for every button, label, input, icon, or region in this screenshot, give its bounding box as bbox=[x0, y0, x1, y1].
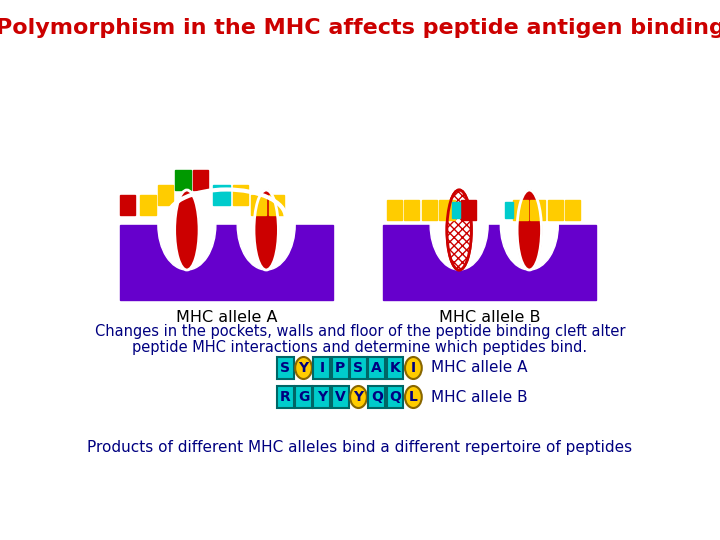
Text: S: S bbox=[280, 361, 290, 375]
FancyBboxPatch shape bbox=[350, 357, 367, 379]
Text: MHC allele B: MHC allele B bbox=[431, 389, 528, 404]
FancyBboxPatch shape bbox=[369, 357, 385, 379]
Text: MHC allele B: MHC allele B bbox=[439, 310, 541, 325]
Text: Changes in the pockets, walls and floor of the peptide binding cleft alter: Changes in the pockets, walls and floor … bbox=[95, 324, 625, 339]
Text: G: G bbox=[298, 390, 310, 404]
Text: Q: Q bbox=[389, 390, 401, 404]
Bar bbox=[404, 200, 420, 220]
Bar bbox=[120, 195, 135, 215]
Bar bbox=[387, 200, 402, 220]
Bar bbox=[120, 225, 333, 300]
FancyBboxPatch shape bbox=[369, 386, 385, 408]
Text: Y: Y bbox=[317, 390, 327, 404]
Text: Q: Q bbox=[371, 390, 383, 404]
Text: R: R bbox=[280, 390, 291, 404]
Bar bbox=[158, 185, 173, 205]
Bar bbox=[233, 185, 248, 205]
Ellipse shape bbox=[175, 190, 199, 270]
Text: Y: Y bbox=[354, 390, 364, 404]
Text: P: P bbox=[335, 361, 346, 375]
Ellipse shape bbox=[447, 190, 472, 270]
Ellipse shape bbox=[500, 180, 558, 270]
Text: I: I bbox=[319, 361, 325, 375]
Text: L: L bbox=[409, 390, 418, 404]
Text: I: I bbox=[411, 361, 416, 375]
FancyBboxPatch shape bbox=[277, 357, 294, 379]
Ellipse shape bbox=[350, 386, 367, 408]
FancyBboxPatch shape bbox=[313, 386, 330, 408]
Text: K: K bbox=[390, 361, 400, 375]
Bar bbox=[193, 170, 208, 190]
Bar bbox=[213, 185, 230, 205]
Text: MHC allele A: MHC allele A bbox=[176, 310, 277, 325]
Bar bbox=[176, 170, 191, 190]
FancyBboxPatch shape bbox=[313, 357, 330, 379]
Bar bbox=[439, 200, 454, 220]
Text: peptide MHC interactions and determine which peptides bind.: peptide MHC interactions and determine w… bbox=[132, 340, 588, 355]
Bar bbox=[565, 200, 580, 220]
Bar bbox=[452, 202, 460, 218]
Ellipse shape bbox=[430, 180, 488, 270]
Ellipse shape bbox=[517, 190, 541, 270]
Text: Polymorphism in the MHC affects peptide antigen binding: Polymorphism in the MHC affects peptide … bbox=[0, 18, 720, 38]
Ellipse shape bbox=[254, 190, 279, 270]
Ellipse shape bbox=[158, 180, 216, 270]
Bar bbox=[513, 200, 528, 220]
Bar bbox=[505, 202, 513, 218]
Bar bbox=[548, 200, 563, 220]
Bar bbox=[140, 195, 156, 215]
Bar bbox=[251, 195, 266, 215]
Bar bbox=[383, 225, 596, 300]
FancyBboxPatch shape bbox=[277, 386, 294, 408]
Ellipse shape bbox=[295, 357, 312, 379]
Text: A: A bbox=[372, 361, 382, 375]
Ellipse shape bbox=[447, 190, 472, 270]
Bar bbox=[269, 195, 284, 215]
Bar bbox=[530, 200, 545, 220]
FancyBboxPatch shape bbox=[387, 386, 403, 408]
Text: MHC allele A: MHC allele A bbox=[431, 361, 528, 375]
FancyBboxPatch shape bbox=[332, 386, 348, 408]
Bar bbox=[422, 200, 437, 220]
Ellipse shape bbox=[405, 386, 422, 408]
Text: Products of different MHC alleles bind a different repertoire of peptides: Products of different MHC alleles bind a… bbox=[87, 440, 633, 455]
Text: V: V bbox=[335, 390, 346, 404]
FancyBboxPatch shape bbox=[387, 357, 403, 379]
FancyBboxPatch shape bbox=[332, 357, 348, 379]
Ellipse shape bbox=[237, 180, 295, 270]
Text: Y: Y bbox=[299, 361, 309, 375]
FancyBboxPatch shape bbox=[295, 386, 312, 408]
Bar bbox=[461, 200, 476, 220]
Ellipse shape bbox=[405, 357, 422, 379]
Text: S: S bbox=[354, 361, 364, 375]
